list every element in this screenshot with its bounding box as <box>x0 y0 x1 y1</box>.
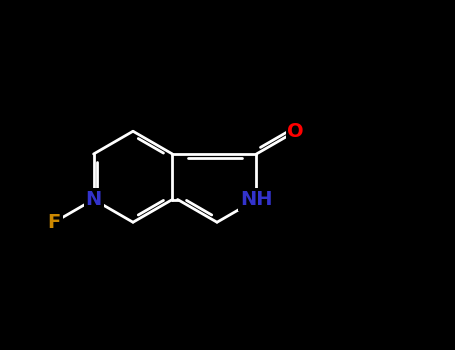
Text: F: F <box>48 213 61 232</box>
Text: O: O <box>288 122 304 141</box>
Text: N: N <box>86 190 102 209</box>
Text: NH: NH <box>240 190 273 209</box>
